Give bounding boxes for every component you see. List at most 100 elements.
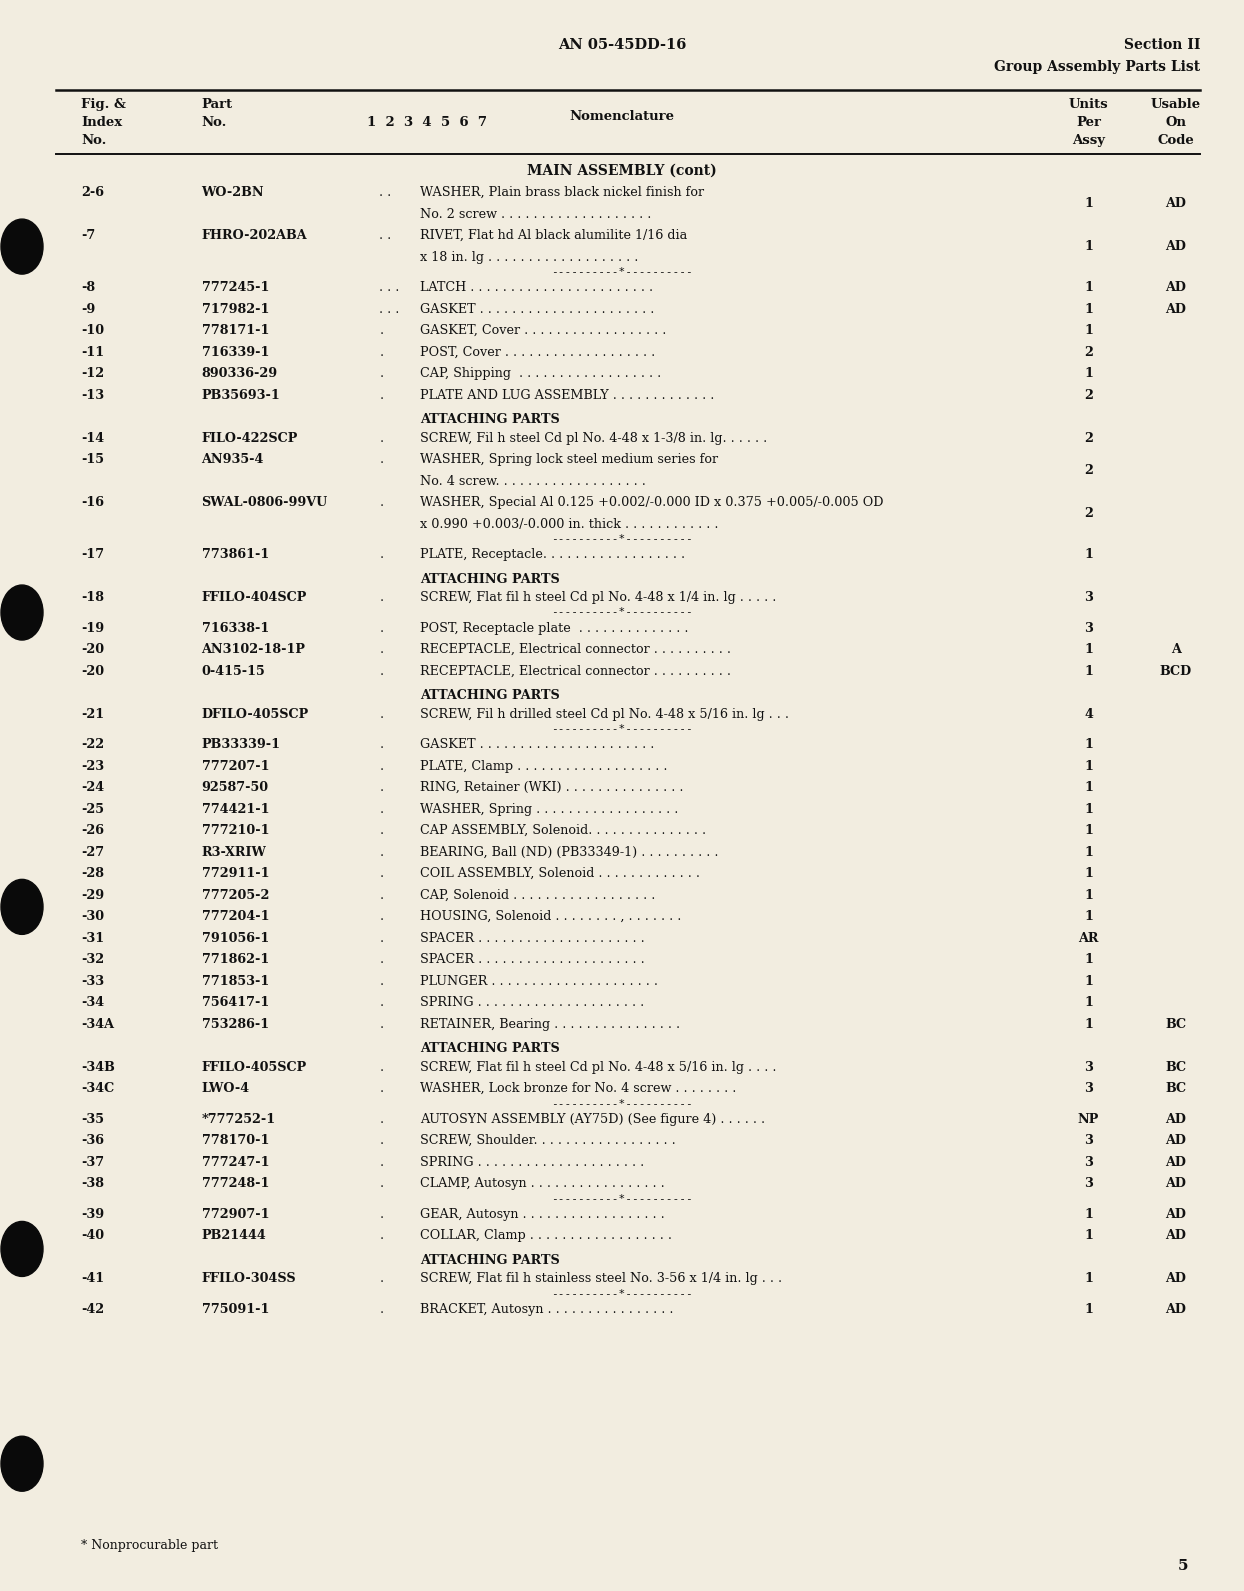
Text: Index: Index: [81, 116, 122, 129]
Text: 1: 1: [1084, 738, 1093, 751]
Text: .: .: [379, 622, 383, 635]
Text: AN 05-45DD-16: AN 05-45DD-16: [557, 38, 687, 53]
Text: -13: -13: [81, 388, 104, 401]
Text: .: .: [379, 759, 383, 773]
Text: . .: . .: [379, 229, 392, 242]
Text: WASHER, Plain brass black nickel finish for: WASHER, Plain brass black nickel finish …: [420, 186, 704, 199]
Text: AUTOSYN ASSEMBLY (AY75D) (See figure 4) . . . . . .: AUTOSYN ASSEMBLY (AY75D) (See figure 4) …: [420, 1112, 765, 1126]
Text: ----------*----------: ----------*----------: [551, 266, 693, 275]
Text: 1: 1: [1084, 1273, 1093, 1286]
Text: 774421-1: 774421-1: [202, 802, 269, 816]
Text: ATTACHING PARTS: ATTACHING PARTS: [420, 689, 560, 702]
Text: -40: -40: [81, 1230, 104, 1243]
Text: x 18 in. lg . . . . . . . . . . . . . . . . . . .: x 18 in. lg . . . . . . . . . . . . . . …: [420, 250, 639, 264]
Text: -34A: -34A: [81, 1018, 114, 1031]
Text: 1: 1: [1084, 282, 1093, 294]
Text: -20: -20: [81, 643, 104, 655]
Text: BEARING, Ball (ND) (PB33349-1) . . . . . . . . . .: BEARING, Ball (ND) (PB33349-1) . . . . .…: [420, 846, 719, 859]
Text: .: .: [379, 1061, 383, 1074]
Text: 772911-1: 772911-1: [202, 867, 269, 880]
Text: -33: -33: [81, 975, 104, 988]
Text: PLATE AND LUG ASSEMBLY . . . . . . . . . . . . .: PLATE AND LUG ASSEMBLY . . . . . . . . .…: [420, 388, 715, 401]
Text: SCREW, Flat fil h steel Cd pl No. 4-48 x 5/16 in. lg . . . .: SCREW, Flat fil h steel Cd pl No. 4-48 x…: [420, 1061, 778, 1074]
Text: PB33339-1: PB33339-1: [202, 738, 281, 751]
Text: -38: -38: [81, 1177, 103, 1190]
Text: AD: AD: [1166, 1134, 1186, 1147]
Text: SPACER . . . . . . . . . . . . . . . . . . . . .: SPACER . . . . . . . . . . . . . . . . .…: [420, 953, 646, 966]
Text: Usable: Usable: [1151, 99, 1200, 111]
Text: .: .: [379, 665, 383, 678]
Text: ATTACHING PARTS: ATTACHING PARTS: [420, 573, 560, 585]
Text: .: .: [379, 867, 383, 880]
Text: -41: -41: [81, 1273, 104, 1286]
Text: 1: 1: [1084, 665, 1093, 678]
Text: -19: -19: [81, 622, 104, 635]
Text: .: .: [379, 996, 383, 1009]
Text: .: .: [379, 802, 383, 816]
Text: * Nonprocurable part: * Nonprocurable part: [81, 1538, 218, 1551]
Text: FHRO-202ABA: FHRO-202ABA: [202, 229, 307, 242]
Text: MAIN ASSEMBLY (cont): MAIN ASSEMBLY (cont): [527, 164, 717, 178]
Text: 1: 1: [1084, 547, 1093, 562]
Text: 3: 3: [1084, 1134, 1093, 1147]
Text: CAP ASSEMBLY, Solenoid. . . . . . . . . . . . . . .: CAP ASSEMBLY, Solenoid. . . . . . . . . …: [420, 824, 707, 837]
Text: AD: AD: [1166, 1208, 1186, 1220]
Text: 3: 3: [1084, 1155, 1093, 1169]
Text: 777205-2: 777205-2: [202, 889, 269, 902]
Text: AD: AD: [1166, 1177, 1186, 1190]
Text: COIL ASSEMBLY, Solenoid . . . . . . . . . . . . .: COIL ASSEMBLY, Solenoid . . . . . . . . …: [420, 867, 700, 880]
Text: 92587-50: 92587-50: [202, 781, 269, 794]
Text: SCREW, Fil h drilled steel Cd pl No. 4-48 x 5/16 in. lg . . .: SCREW, Fil h drilled steel Cd pl No. 4-4…: [420, 708, 790, 721]
Text: DFILO-405SCP: DFILO-405SCP: [202, 708, 309, 721]
Text: .: .: [379, 547, 383, 562]
Text: -28: -28: [81, 867, 103, 880]
Text: PLATE, Receptacle. . . . . . . . . . . . . . . . . .: PLATE, Receptacle. . . . . . . . . . . .…: [420, 547, 685, 562]
Text: .: .: [379, 1177, 383, 1190]
Text: ATTACHING PARTS: ATTACHING PARTS: [420, 1254, 560, 1266]
Text: 771853-1: 771853-1: [202, 975, 269, 988]
Text: No. 2 screw . . . . . . . . . . . . . . . . . . .: No. 2 screw . . . . . . . . . . . . . . …: [420, 207, 652, 221]
Text: -31: -31: [81, 932, 104, 945]
Text: -37: -37: [81, 1155, 104, 1169]
Text: SPRING . . . . . . . . . . . . . . . . . . . . .: SPRING . . . . . . . . . . . . . . . . .…: [420, 996, 644, 1009]
Text: 773861-1: 773861-1: [202, 547, 269, 562]
Text: 1: 1: [1084, 1018, 1093, 1031]
Text: 5: 5: [1178, 1559, 1188, 1573]
Text: 1: 1: [1084, 824, 1093, 837]
Text: -24: -24: [81, 781, 104, 794]
Text: 1: 1: [1084, 996, 1093, 1009]
Text: CLAMP, Autosyn . . . . . . . . . . . . . . . . .: CLAMP, Autosyn . . . . . . . . . . . . .…: [420, 1177, 666, 1190]
Text: Part: Part: [202, 99, 233, 111]
Text: -22: -22: [81, 738, 104, 751]
Text: .: .: [379, 910, 383, 923]
Text: 1: 1: [1084, 846, 1093, 859]
Text: -29: -29: [81, 889, 104, 902]
Text: RING, Retainer (WKI) . . . . . . . . . . . . . . .: RING, Retainer (WKI) . . . . . . . . . .…: [420, 781, 684, 794]
Text: On: On: [1166, 116, 1186, 129]
Text: 1: 1: [1084, 889, 1093, 902]
Text: A: A: [1171, 643, 1181, 655]
Text: WASHER, Special Al 0.125 +0.002/-0.000 ID x 0.375 +0.005/-0.005 OD: WASHER, Special Al 0.125 +0.002/-0.000 I…: [420, 496, 884, 509]
Text: .: .: [379, 325, 383, 337]
Text: ----------*----------: ----------*----------: [551, 1098, 693, 1107]
Text: R3-XRIW: R3-XRIW: [202, 846, 266, 859]
Text: 2: 2: [1084, 508, 1093, 520]
Text: HOUSING, Solenoid . . . . . . . . , . . . . . . .: HOUSING, Solenoid . . . . . . . . , . . …: [420, 910, 682, 923]
Text: WO-2BN: WO-2BN: [202, 186, 264, 199]
Text: 777207-1: 777207-1: [202, 759, 269, 773]
Text: WASHER, Spring . . . . . . . . . . . . . . . . . .: WASHER, Spring . . . . . . . . . . . . .…: [420, 802, 679, 816]
Text: . . .: . . .: [379, 302, 399, 315]
Text: x 0.990 +0.003/-0.000 in. thick . . . . . . . . . . . .: x 0.990 +0.003/-0.000 in. thick . . . . …: [420, 517, 719, 530]
Text: ----------*----------: ----------*----------: [551, 722, 693, 733]
Text: 753286-1: 753286-1: [202, 1018, 269, 1031]
Text: 3: 3: [1084, 622, 1093, 635]
Text: Per: Per: [1076, 116, 1101, 129]
Text: 1: 1: [1084, 1230, 1093, 1243]
Text: .: .: [379, 824, 383, 837]
Ellipse shape: [1, 1222, 44, 1276]
Text: CAP, Solenoid . . . . . . . . . . . . . . . . . .: CAP, Solenoid . . . . . . . . . . . . . …: [420, 889, 656, 902]
Text: .: .: [379, 1273, 383, 1286]
Text: ----------*----------: ----------*----------: [551, 533, 693, 543]
Text: POST, Cover . . . . . . . . . . . . . . . . . . .: POST, Cover . . . . . . . . . . . . . . …: [420, 345, 656, 358]
Text: POST, Receptacle plate  . . . . . . . . . . . . . .: POST, Receptacle plate . . . . . . . . .…: [420, 622, 689, 635]
